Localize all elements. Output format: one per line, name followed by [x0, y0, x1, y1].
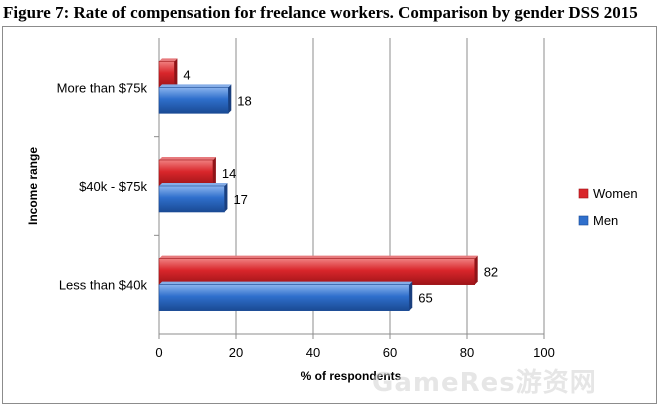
bar-men-2 [158, 284, 410, 311]
y-axis-label: Income range [26, 147, 40, 225]
bar-top-men-0 [159, 84, 232, 88]
legend-swatch-women [578, 188, 589, 199]
x-tick-label-0: 0 [155, 345, 162, 360]
legend-swatch-men [578, 215, 589, 226]
x-tick-label-3: 60 [383, 345, 397, 360]
x-tick-label-1: 20 [229, 345, 243, 360]
category-label-1: $40k - $75k [79, 179, 147, 194]
x-axis-label: % of respondents [301, 369, 402, 383]
x-tick-label-5: 100 [533, 345, 555, 360]
bar-women-0 [158, 61, 175, 88]
data-label-women-2: 82 [484, 265, 498, 280]
bar-top-men-2 [159, 281, 413, 285]
category-label-0: More than $75k [57, 80, 148, 95]
bar-side-men-0 [228, 84, 232, 114]
data-label-men-1: 17 [233, 192, 247, 207]
bar-top-men-1 [159, 183, 228, 186]
bar-top-women-0 [159, 58, 178, 62]
legend-label-women: Women [593, 186, 638, 201]
data-label-women-1: 14 [222, 166, 236, 181]
legend-label-men: Men [593, 213, 618, 228]
chart-frame [2, 26, 657, 404]
legend: Women Men [578, 186, 638, 228]
bar-side-women-2 [474, 255, 478, 285]
bar-top-women-2 [159, 255, 478, 259]
category-label-2: Less than $40k [59, 278, 148, 293]
bar-side-women-0 [174, 58, 178, 88]
figure-title: Figure 7: Rate of compensation for freel… [3, 3, 638, 22]
bar-women-2 [158, 258, 476, 285]
watermark: GameRes游资网 [372, 368, 597, 398]
bar-men-1 [158, 185, 225, 213]
bar-side-men-1 [224, 183, 228, 212]
bar-top-women-1 [159, 157, 216, 160]
x-tick-label-4: 80 [460, 345, 474, 360]
data-label-men-0: 18 [237, 93, 251, 108]
data-label-women-0: 4 [183, 67, 190, 82]
bar-women-1 [158, 159, 214, 187]
bar-men-0 [158, 87, 229, 114]
bar-side-men-2 [409, 281, 413, 311]
data-label-men-2: 65 [418, 291, 432, 306]
bar-side-women-1 [212, 157, 216, 186]
x-tick-label-2: 40 [306, 345, 320, 360]
